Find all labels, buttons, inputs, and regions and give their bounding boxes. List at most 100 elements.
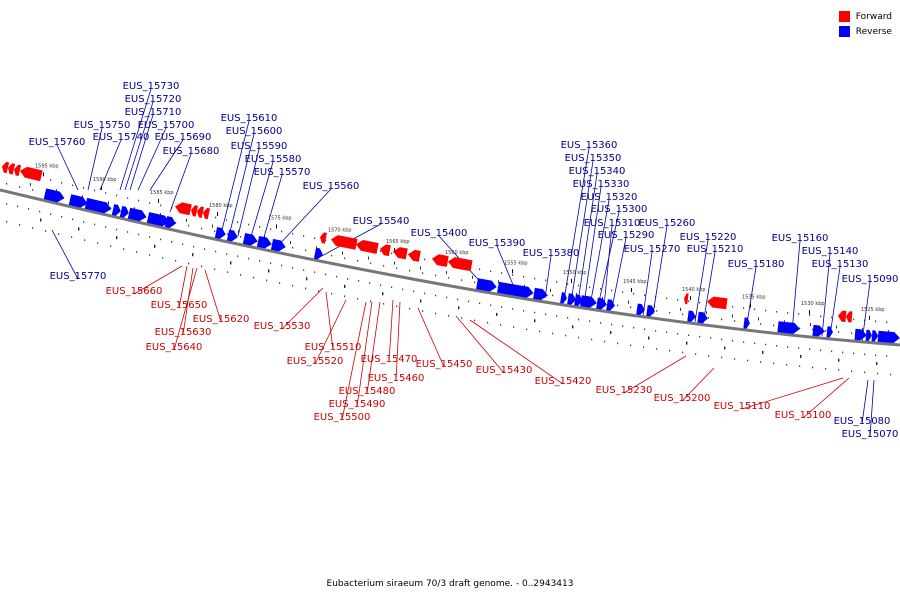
guide-dot (825, 367, 827, 370)
guide-dot (214, 230, 216, 233)
guide-dot (409, 307, 411, 310)
guide-dot (435, 312, 437, 315)
guide-dot (32, 227, 34, 229)
guide-dot (409, 269, 411, 272)
guide-dot (248, 257, 250, 260)
guide-dot (838, 331, 840, 333)
guide-dot (19, 186, 21, 188)
guide-dot (435, 274, 437, 277)
legend: Forward Reverse (838, 9, 892, 39)
gene-label: EUS_15310 (584, 218, 641, 229)
scale-tick-label: 1560 kbp (445, 250, 469, 256)
gene-label: EUS_15510 (305, 342, 362, 353)
guide-dot (611, 289, 613, 292)
guide-dot (357, 297, 359, 300)
guide-dot (237, 221, 239, 224)
minor-tick (576, 292, 577, 296)
minor-tick (810, 323, 811, 327)
guide-dot (842, 351, 844, 354)
scale-tick-label: 1595 kbp (35, 163, 59, 169)
guide-dot (461, 317, 463, 319)
minor-tick (420, 299, 422, 303)
guide-dot (457, 298, 459, 301)
minor-tick (572, 325, 574, 329)
leader-line (366, 301, 381, 395)
leader-line (129, 114, 154, 191)
leader-line (51, 229, 79, 280)
guide-dot (303, 269, 305, 271)
guide-dot (591, 338, 593, 341)
minor-tick (784, 320, 785, 324)
guide-dot (512, 308, 514, 310)
gene-label: EUS_15480 (339, 386, 396, 397)
guide-dot (116, 228, 118, 231)
guide-dot (193, 245, 195, 248)
guide-dot (201, 265, 203, 268)
guide-dot (32, 189, 34, 191)
guide-dot (743, 341, 745, 343)
guide-dot (6, 220, 8, 223)
forward-label: Forward (855, 11, 892, 22)
guide-dot (644, 328, 646, 331)
scale-tick-mark (809, 310, 810, 315)
guide-dot (669, 349, 671, 352)
forward-gene-arrow (393, 247, 408, 260)
guide-dot (279, 282, 281, 284)
guide-dot (446, 296, 448, 299)
gene-label: EUS_15680 (163, 146, 220, 157)
leader-line (861, 379, 869, 425)
scale-tick-mark (217, 211, 218, 216)
leader-line (611, 237, 627, 309)
minor-tick (30, 183, 31, 187)
reverse-gene-arrow (567, 293, 576, 305)
guide-dot (490, 270, 492, 272)
guide-dot (435, 294, 437, 297)
minor-tick (290, 241, 291, 245)
scale-tick-label: 1545 kbp (623, 279, 647, 285)
minor-tick (344, 284, 346, 288)
leader-line (149, 139, 184, 191)
leader-line (237, 148, 260, 237)
leader-line (603, 225, 613, 307)
reverse-swatch (838, 26, 850, 37)
leader-line (791, 240, 801, 333)
leader-line (642, 251, 653, 317)
guide-dot (110, 245, 112, 247)
guide-dot (682, 351, 684, 354)
guide-dot (669, 311, 671, 314)
guide-dot (799, 365, 801, 367)
guide-dot (303, 235, 305, 237)
gene-label: EUS_15570 (254, 167, 311, 178)
guide-dot (512, 274, 514, 276)
guide-dot (677, 298, 679, 301)
gene-label: EUS_15460 (368, 373, 425, 384)
guide-dot (633, 292, 635, 295)
guide-dot (600, 288, 602, 290)
guide-dot (565, 334, 567, 337)
leader-line (137, 127, 167, 191)
guide-dot (105, 226, 107, 228)
leader-line (281, 287, 324, 330)
guide-dot (6, 182, 8, 185)
guide-dot (820, 315, 822, 318)
guide-dot (344, 295, 346, 298)
gene-label: EUS_15520 (287, 356, 344, 367)
reverse-gene-arrow (497, 281, 534, 298)
guide-dot (325, 239, 327, 242)
guide-dot (358, 280, 360, 282)
gene-label: EUS_15620 (193, 314, 250, 325)
leader-line (169, 153, 192, 213)
guide-dot (611, 323, 613, 326)
reverse-gene-arrow (119, 205, 129, 218)
guide-dot (370, 300, 372, 303)
guide-dot (266, 279, 268, 282)
forward-swatch (838, 11, 850, 22)
minor-tick (192, 253, 194, 257)
guide-dot (643, 346, 645, 348)
guide-dot (370, 262, 372, 265)
guide-dot (61, 181, 63, 184)
guide-dot (809, 348, 811, 351)
guide-dot (695, 353, 697, 355)
guide-dot (773, 324, 775, 327)
reverse-gene-arrow (854, 328, 867, 341)
